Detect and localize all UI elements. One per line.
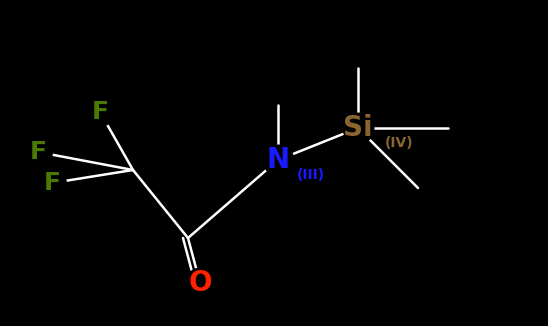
Text: (III): (III) — [297, 168, 325, 182]
Text: (IV): (IV) — [385, 136, 414, 150]
Text: F: F — [30, 140, 47, 164]
Text: N: N — [266, 146, 289, 174]
Text: O: O — [189, 269, 212, 297]
Text: F: F — [92, 100, 109, 124]
Text: F: F — [43, 171, 60, 195]
Text: Si: Si — [343, 114, 373, 142]
